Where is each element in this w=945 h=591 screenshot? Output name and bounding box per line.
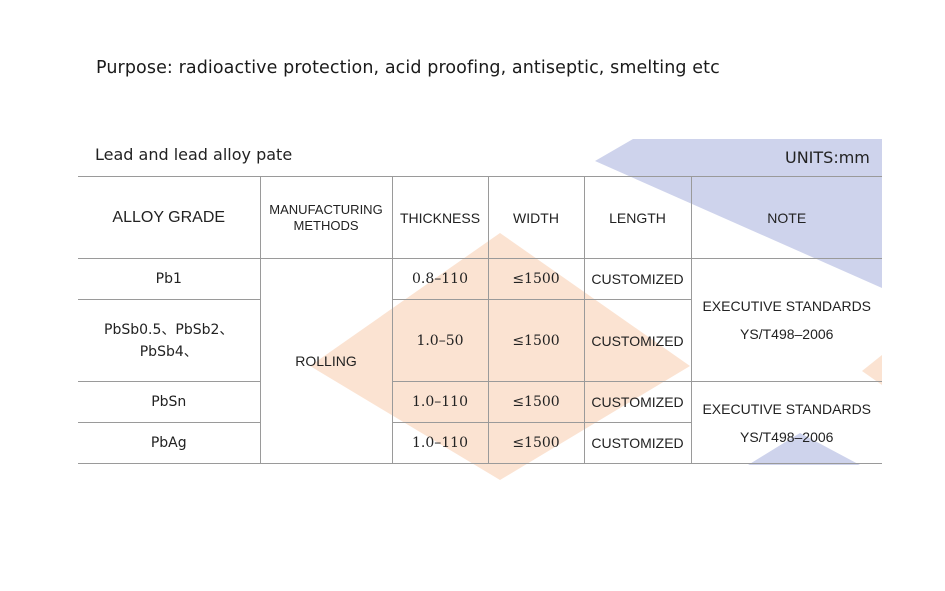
note-line2: YS/T498–2006 xyxy=(740,326,834,342)
manufacturing-method-cell: ROLLING xyxy=(259,258,393,464)
header-note: NOTE xyxy=(690,176,882,259)
table-row: Pb1 ROLLING 0.8–110 ≤1500 CUSTOMIZED EXE… xyxy=(78,258,882,464)
thickness-cell: 1.0–110 xyxy=(391,422,489,464)
spec-table: ALLOY GRADE MANUFACTURING METHODS THICKNE… xyxy=(78,176,882,464)
header-methods-line2: METHODS xyxy=(293,217,359,233)
thickness-cell: 1.0–110 xyxy=(391,381,489,423)
alloy-grade-line1: PbSb0.5、PbSb2、 xyxy=(104,321,234,338)
width-cell: ≤1500 xyxy=(487,258,585,300)
units-label: UNITS:mm xyxy=(785,148,870,167)
length-cell: CUSTOMIZED xyxy=(583,299,691,382)
note-line1: EXECUTIVE STANDARDS xyxy=(702,400,872,417)
header-manufacturing-methods: MANUFACTURING METHODS xyxy=(259,176,393,259)
width-cell: ≤1500 xyxy=(487,422,585,464)
table-row: PbAg 1.0–110 ≤1500 CUSTOMIZED xyxy=(78,422,882,464)
alloy-grade-line2: PbSb4、 xyxy=(139,343,198,360)
alloy-grade-cell: PbSn xyxy=(78,381,261,423)
length-cell: CUSTOMIZED xyxy=(583,422,691,464)
width-cell: ≤1500 xyxy=(487,381,585,423)
length-cell: CUSTOMIZED xyxy=(583,258,692,300)
alloy-grade-cell: Pb1 xyxy=(78,258,261,300)
header-length: LENGTH xyxy=(583,176,692,259)
table-row: PbSn 1.0–110 ≤1500 CUSTOMIZED EXECUTIVE … xyxy=(78,381,882,464)
thickness-cell: 1.0–50 xyxy=(391,299,489,382)
header-thickness: THICKNESS xyxy=(391,176,489,259)
header-row: ALLOY GRADE MANUFACTURING METHODS THICKNE… xyxy=(78,176,882,259)
width-cell: ≤1500 xyxy=(487,299,585,382)
header-width: WIDTH xyxy=(487,176,585,259)
header-alloy-grade: ALLOY GRADE xyxy=(78,176,261,259)
alloy-grade-cell: PbAg xyxy=(78,422,261,464)
table-subtitle: Lead and lead alloy pate xyxy=(95,145,293,164)
note-cell: EXECUTIVE STANDARDS YS/T498–2006 xyxy=(690,381,882,464)
header-methods-line1: MANUFACTURING xyxy=(269,201,383,217)
thickness-cell: 0.8–110 xyxy=(391,258,489,300)
note-line1: EXECUTIVE STANDARDS xyxy=(702,298,872,314)
length-cell: CUSTOMIZED xyxy=(583,381,692,423)
purpose-text: Purpose: radioactive protection, acid pr… xyxy=(96,58,720,78)
note-line2: YS/T498–2006 xyxy=(740,428,834,445)
alloy-grade-cell: PbSb0.5、PbSb2、 PbSb4、 xyxy=(78,299,261,382)
note-cell: EXECUTIVE STANDARDS YS/T498–2006 xyxy=(690,258,882,382)
